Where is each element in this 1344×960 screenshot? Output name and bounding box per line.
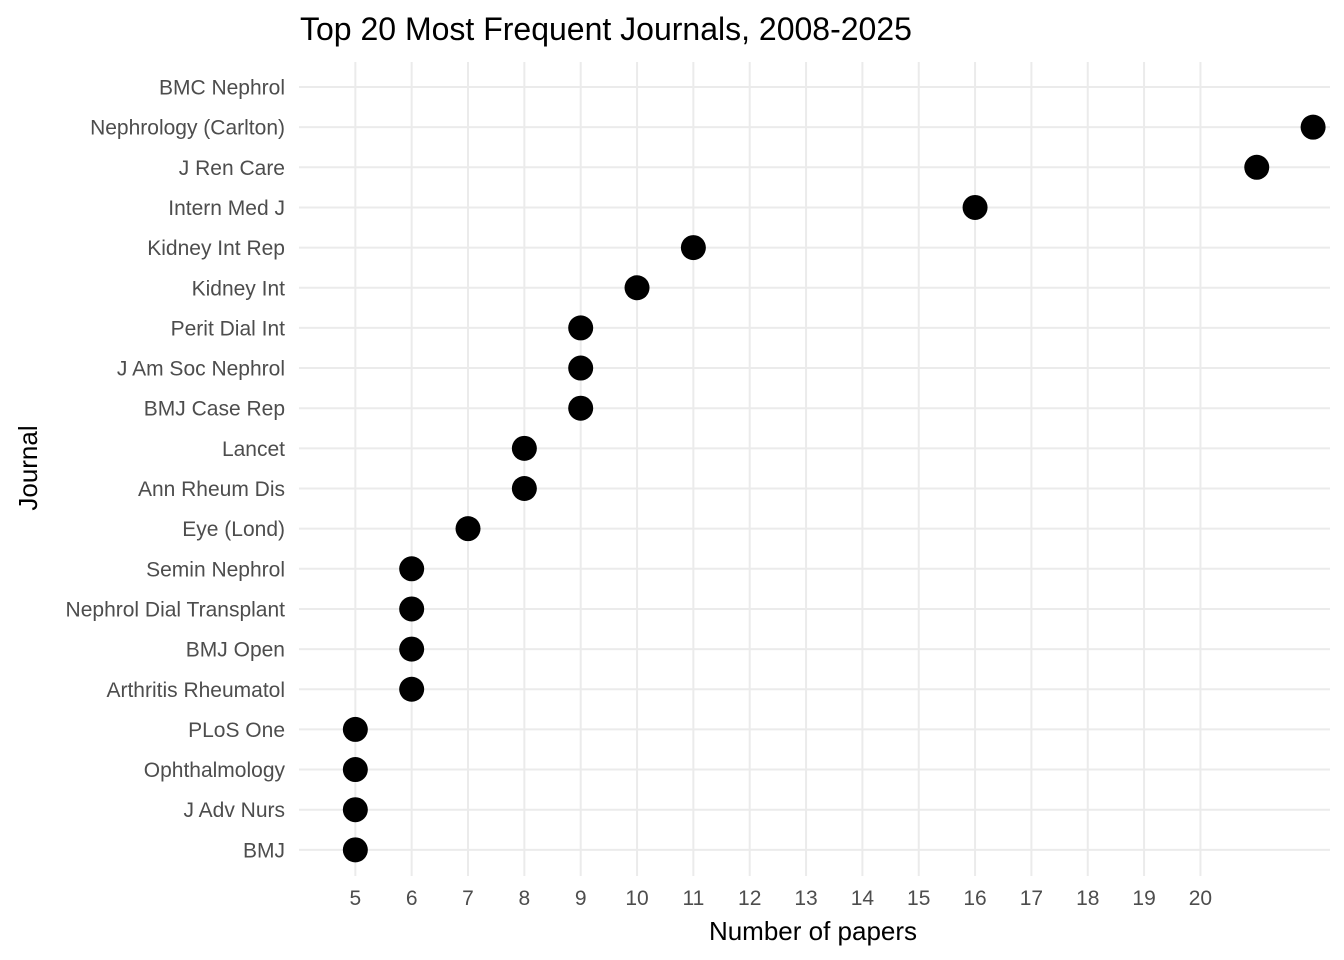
y-tick-label: PLoS One [188,719,285,742]
x-tick-label: 20 [1189,887,1212,910]
y-tick-label: Nephrol Dial Transplant [66,598,286,621]
x-tick-label: 11 [682,887,704,910]
data-point [511,435,537,461]
data-point [568,395,594,421]
x-tick-label: 13 [794,887,817,910]
data-point [342,716,368,742]
y-tick-label: Eye (Lond) [182,518,285,541]
y-tick-label: BMJ Case Rep [144,398,285,421]
y-tick-label: Arthritis Rheumatol [106,679,285,702]
y-tick-label: Ophthalmology [144,759,286,782]
y-tick-label: J Adv Nurs [183,799,285,822]
x-tick-label: 17 [1020,887,1043,910]
data-points [342,114,1326,863]
y-tick-label: Kidney Int Rep [147,237,285,260]
data-point [511,476,537,501]
x-axis-tick-labels: 5 6 7 8 9 10 11 12 13 14 15 16 17 18 19 20 [349,887,1212,910]
data-point [399,676,425,702]
data-point [342,837,368,863]
x-tick-label: 16 [963,887,986,910]
data-point [962,194,988,220]
y-tick-label: J Am Soc Nephrol [117,358,285,381]
data-point [680,235,706,261]
y-axis-tick-labels: BMC Nephrol Nephrology (Carlton) J Ren Car… [66,77,286,863]
x-tick-label: 8 [519,887,531,910]
data-point [399,556,425,582]
data-point [399,596,425,622]
x-tick-label: 6 [406,887,418,910]
data-point [455,516,481,542]
y-tick-label: BMJ Open [186,639,285,662]
data-point [342,797,368,823]
y-tick-label: Kidney Int [192,277,286,300]
y-tick-label: Perit Dial Int [171,317,286,340]
y-tick-label: Semin Nephrol [146,558,285,581]
chart-title: Top 20 Most Frequent Journals, 2008-2025 [300,11,912,47]
y-tick-label: Lancet [222,438,285,461]
x-axis-title: Number of papers [709,916,917,946]
y-tick-label: Ann Rheum Dis [138,478,285,501]
data-point [1244,154,1270,180]
data-point [342,757,368,783]
x-tick-label: 14 [851,887,875,910]
y-tick-label: BMJ [243,839,285,862]
x-tick-label: 12 [738,887,761,910]
y-tick-label: BMC Nephrol [159,77,285,100]
y-tick-label: Intern Med J [168,197,285,220]
x-tick-label: 19 [1132,887,1155,910]
x-tick-label: 15 [907,887,930,910]
x-tick-label: 18 [1076,887,1099,910]
grid [299,62,1330,876]
y-tick-label: Nephrology (Carlton) [90,117,285,140]
data-point [624,275,650,301]
x-tick-label: 7 [462,887,474,910]
x-tick-label: 10 [625,887,648,910]
x-tick-label: 9 [575,887,587,910]
x-tick-label: 5 [349,887,361,910]
data-point [568,355,594,381]
data-point [568,315,594,341]
data-point [1300,114,1326,140]
y-tick-label: J Ren Care [179,157,285,180]
data-point [399,636,425,662]
y-axis-title: Journal [13,425,43,510]
